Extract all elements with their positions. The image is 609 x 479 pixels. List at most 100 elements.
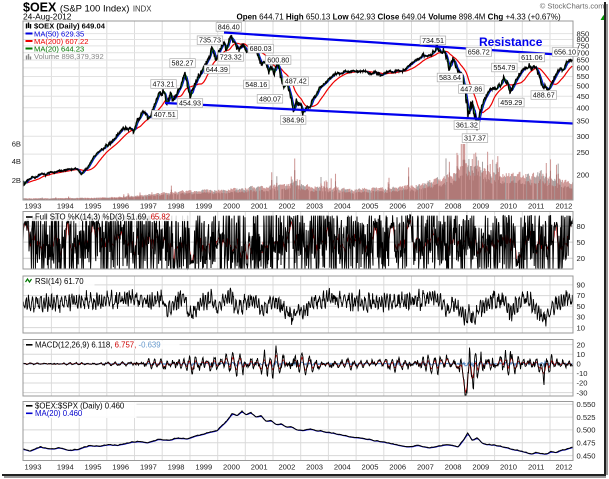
svg-text:1993: 1993: [25, 462, 42, 471]
svg-text:0.450: 0.450: [577, 451, 596, 460]
svg-text:2004: 2004: [334, 202, 351, 211]
svg-text:582.27: 582.27: [172, 59, 194, 68]
svg-text:20: 20: [577, 254, 585, 263]
svg-text:0.525: 0.525: [577, 413, 596, 422]
svg-text:MA(20) 0.460: MA(20) 0.460: [35, 409, 83, 418]
svg-text:2009: 2009: [472, 202, 489, 211]
svg-text:735.73: 735.73: [199, 36, 221, 45]
svg-text:2001: 2001: [251, 462, 268, 471]
svg-text:50: 50: [577, 302, 585, 311]
svg-text:Volume 898,379,392: Volume 898,379,392: [34, 52, 104, 61]
svg-text:Resistance: Resistance: [479, 35, 543, 49]
svg-text:723.32: 723.32: [220, 52, 242, 61]
svg-text:2008: 2008: [445, 202, 462, 211]
svg-text:846.40: 846.40: [218, 22, 240, 31]
svg-text:2010: 2010: [500, 202, 517, 211]
svg-text:4B: 4B: [12, 157, 21, 166]
svg-text:90: 90: [577, 281, 585, 290]
svg-text:1994: 1994: [57, 202, 74, 211]
svg-text:2008: 2008: [445, 462, 462, 471]
svg-text:24-Aug-2012: 24-Aug-2012: [23, 12, 72, 22]
svg-text:50: 50: [577, 238, 585, 247]
svg-text:2003: 2003: [306, 462, 323, 471]
svg-text:2006: 2006: [389, 462, 406, 471]
svg-text:MA(200) 607.22: MA(200) 607.22: [34, 37, 88, 46]
svg-text:700: 700: [577, 48, 590, 57]
svg-text:644.39: 644.39: [206, 65, 228, 74]
svg-text:0.500: 0.500: [577, 426, 596, 435]
svg-text:2006: 2006: [389, 202, 406, 211]
svg-text:750: 750: [577, 42, 590, 51]
svg-text:2005: 2005: [362, 462, 379, 471]
svg-text:611.06: 611.06: [521, 53, 542, 62]
svg-text:1996: 1996: [112, 462, 129, 471]
svg-text:1998: 1998: [168, 462, 185, 471]
svg-text:2011: 2011: [528, 462, 544, 471]
svg-text:0.550: 0.550: [577, 400, 596, 409]
svg-text:1995: 1995: [85, 462, 102, 471]
svg-text:2011: 2011: [528, 202, 544, 211]
svg-text:480.07: 480.07: [259, 94, 281, 103]
svg-text:650: 650: [577, 56, 590, 65]
svg-text:600.80: 600.80: [267, 56, 289, 65]
svg-text:2B: 2B: [12, 176, 21, 185]
svg-text:400: 400: [577, 104, 590, 113]
svg-text:RSI(14) 61.70: RSI(14) 61.70: [35, 277, 84, 286]
svg-text:1999: 1999: [195, 462, 212, 471]
svg-text:Full STO %K(14,3) %D(3) 51.69,: Full STO %K(14,3) %D(3) 51.69, 65.82: [35, 213, 170, 222]
svg-text:20: 20: [577, 340, 585, 349]
svg-text:300: 300: [577, 132, 590, 141]
svg-text:473.21: 473.21: [153, 80, 175, 89]
svg-text:2000: 2000: [223, 462, 240, 471]
svg-text:2002: 2002: [278, 202, 295, 211]
svg-text:2009: 2009: [472, 462, 489, 471]
svg-text:2007: 2007: [417, 202, 434, 211]
svg-text:1996: 1996: [112, 202, 129, 211]
svg-text:2007: 2007: [417, 462, 434, 471]
svg-text:2012: 2012: [555, 202, 572, 211]
svg-text:550: 550: [577, 72, 590, 81]
svg-text:MA(50) 629.35: MA(50) 629.35: [34, 29, 84, 38]
svg-text:70: 70: [577, 291, 585, 300]
svg-text:$OEX (Daily) 649.04: $OEX (Daily) 649.04: [34, 21, 106, 30]
svg-text:30: 30: [577, 313, 585, 322]
svg-text:2005: 2005: [362, 202, 379, 211]
svg-text:1997: 1997: [140, 462, 157, 471]
svg-text:2004: 2004: [334, 462, 351, 471]
svg-text:850: 850: [577, 29, 590, 38]
svg-text:1998: 1998: [168, 202, 185, 211]
svg-text:407.51: 407.51: [154, 110, 176, 119]
svg-text:2001: 2001: [251, 202, 268, 211]
svg-text:1995: 1995: [85, 202, 102, 211]
svg-text:80: 80: [577, 222, 585, 231]
svg-text:488.67: 488.67: [533, 91, 555, 100]
svg-text:10: 10: [577, 350, 585, 359]
svg-text:0: 0: [577, 360, 581, 369]
svg-text:487.42: 487.42: [285, 77, 307, 86]
svg-text:1993: 1993: [25, 202, 42, 211]
svg-text:1999: 1999: [195, 202, 212, 211]
svg-text:658.72: 658.72: [468, 48, 490, 57]
svg-text:450: 450: [577, 92, 590, 101]
svg-text:10: 10: [577, 323, 585, 332]
svg-text:459.29: 459.29: [500, 98, 522, 107]
svg-text:© StockCharts.com: © StockCharts.com: [540, 1, 605, 10]
svg-text:350: 350: [577, 117, 590, 126]
svg-text:317.37: 317.37: [464, 134, 486, 143]
svg-text:656.10: 656.10: [554, 48, 576, 57]
svg-text:-30: -30: [577, 388, 588, 397]
svg-text:2012: 2012: [555, 462, 572, 471]
svg-text:384.96: 384.96: [282, 116, 304, 125]
svg-text:583.64: 583.64: [439, 73, 461, 82]
svg-text:200: 200: [577, 171, 590, 180]
svg-text:2000: 2000: [223, 202, 240, 211]
svg-text:0.475: 0.475: [577, 438, 596, 447]
svg-text:600: 600: [577, 64, 590, 73]
svg-text:2003: 2003: [306, 202, 323, 211]
svg-text:$OEX:$SPX (Daily) 0.460: $OEX:$SPX (Daily) 0.460: [35, 402, 125, 411]
svg-text:554.79: 554.79: [493, 63, 515, 72]
svg-text:680.03: 680.03: [250, 44, 272, 53]
svg-text:MACD(12,26,9) 6.118, 6.757, -0: MACD(12,26,9) 6.118, 6.757, -0.639: [35, 341, 161, 350]
svg-text:1997: 1997: [140, 202, 157, 211]
svg-text:-10: -10: [577, 369, 588, 378]
